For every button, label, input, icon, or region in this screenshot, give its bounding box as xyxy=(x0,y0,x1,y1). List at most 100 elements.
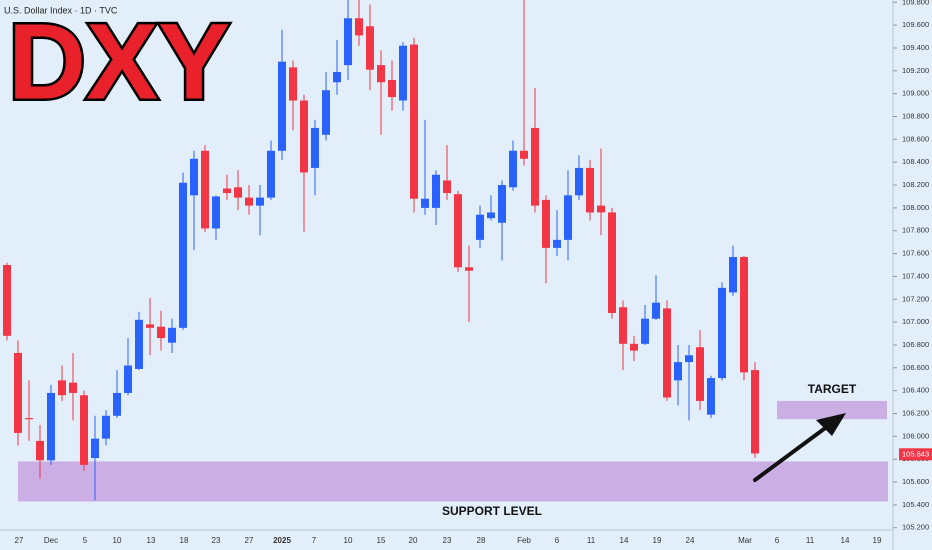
candle-body xyxy=(454,194,462,268)
arrow xyxy=(753,413,846,482)
candle-body xyxy=(421,198,429,208)
candle-body xyxy=(278,61,286,151)
x-tick-label: 5 xyxy=(83,536,88,545)
candle-body xyxy=(410,44,418,199)
candle-body xyxy=(146,324,154,328)
candle-body xyxy=(652,302,660,319)
axis: 105.200105.400105.600105.800106.000106.2… xyxy=(15,0,932,545)
candle-body xyxy=(355,18,363,36)
candle-body xyxy=(80,395,88,465)
candle-body xyxy=(388,79,396,98)
candle-body xyxy=(322,90,330,135)
candle-body xyxy=(223,188,231,194)
candle-body xyxy=(102,415,110,439)
y-tick-label: 108.600 xyxy=(902,134,929,143)
candle-body xyxy=(300,100,308,173)
candle-body xyxy=(47,392,55,461)
x-tick-label: 27 xyxy=(15,536,24,545)
x-tick-label: 27 xyxy=(245,536,254,545)
zone xyxy=(777,400,887,420)
candle-body xyxy=(663,308,671,398)
candle-body xyxy=(179,182,187,328)
candle-body xyxy=(14,352,22,433)
zone-label: TARGET xyxy=(808,382,857,396)
candle-body xyxy=(586,167,594,213)
candle-body xyxy=(597,205,605,213)
candle-body xyxy=(333,71,341,83)
zone xyxy=(18,461,888,502)
y-tick-label: 109.800 xyxy=(902,0,929,6)
y-tick-label: 105.400 xyxy=(902,500,929,509)
candle-body xyxy=(685,355,693,363)
y-tick-label: 108.800 xyxy=(902,111,929,120)
x-tick-label: 20 xyxy=(409,536,418,545)
x-tick-label: Feb xyxy=(517,536,531,545)
candle-body xyxy=(190,158,198,196)
candle-body xyxy=(289,67,297,101)
candle-body xyxy=(542,199,550,248)
x-tick-label: 6 xyxy=(555,536,560,545)
candle-body xyxy=(751,370,759,454)
y-tick-label: 106.800 xyxy=(902,340,929,349)
candle-body xyxy=(553,239,561,248)
y-tick-label: 109.400 xyxy=(902,43,929,52)
candle-body xyxy=(619,307,627,344)
candle-body xyxy=(3,265,11,336)
candle-body xyxy=(696,347,704,401)
x-tick-label: 24 xyxy=(686,536,695,545)
zone-label: SUPPORT LEVEL xyxy=(442,504,542,518)
candle-body xyxy=(234,187,242,198)
y-tick-label: 108.000 xyxy=(902,203,929,212)
y-tick-label: 109.600 xyxy=(902,20,929,29)
candle-body xyxy=(630,343,638,351)
candle-body xyxy=(212,196,220,229)
chart-title: U.S. Dollar Index · 1D · TVC xyxy=(4,5,118,15)
candle-body xyxy=(674,362,682,381)
candle-body xyxy=(520,150,528,159)
x-tick-label: 14 xyxy=(620,536,629,545)
last-price-label: 105.843 xyxy=(902,449,929,458)
x-tick-label: 2025 xyxy=(273,536,291,545)
candle-body xyxy=(366,26,374,70)
y-tick-label: 106.600 xyxy=(902,363,929,372)
candle-body xyxy=(201,150,209,229)
candle-body xyxy=(311,127,319,168)
y-tick-label: 107.800 xyxy=(902,226,929,235)
y-tick-label: 107.200 xyxy=(902,294,929,303)
y-tick-label: 107.600 xyxy=(902,249,929,258)
y-tick-label: 108.400 xyxy=(902,157,929,166)
y-tick-label: 106.000 xyxy=(902,431,929,440)
candle-body xyxy=(91,438,99,459)
x-tick-label: 19 xyxy=(653,536,662,545)
headline: DXY xyxy=(8,1,230,122)
x-tick-label: 6 xyxy=(775,536,780,545)
candle-body xyxy=(564,195,572,240)
y-tick-label: 106.400 xyxy=(902,386,929,395)
x-tick-label: 19 xyxy=(873,536,882,545)
candle-body xyxy=(69,382,77,393)
candle-body xyxy=(256,197,264,206)
candle-body xyxy=(399,45,407,101)
candle-body xyxy=(113,392,121,416)
y-tick-label: 106.200 xyxy=(902,408,929,417)
candle-body xyxy=(487,212,495,219)
candle-body xyxy=(729,257,737,293)
y-tick-label: 105.200 xyxy=(902,523,929,532)
x-tick-label: Dec xyxy=(44,536,58,545)
x-tick-label: 13 xyxy=(147,536,156,545)
candle-body xyxy=(377,65,385,83)
y-tick-label: 109.200 xyxy=(902,66,929,75)
y-tick-label: 109.000 xyxy=(902,89,929,98)
x-tick-label: 14 xyxy=(841,536,850,545)
candle-body xyxy=(740,257,748,373)
candle-body xyxy=(124,365,132,393)
x-tick-label: 11 xyxy=(806,536,815,545)
candle-body xyxy=(575,167,583,196)
y-tick-label: 105.600 xyxy=(902,477,929,486)
candles xyxy=(3,0,759,501)
candle-body xyxy=(641,318,649,344)
candle-body xyxy=(476,214,484,240)
